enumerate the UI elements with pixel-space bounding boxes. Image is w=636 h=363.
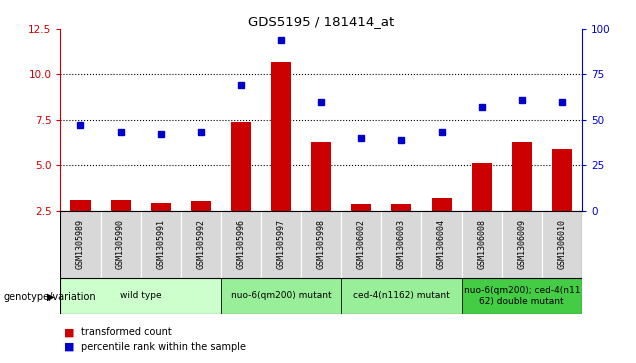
Bar [462,278,582,314]
Text: GSM1305991: GSM1305991 [156,219,165,269]
Text: GSM1306003: GSM1306003 [397,219,406,269]
Text: ■: ■ [64,327,74,337]
Bar [301,211,342,278]
Bar [391,204,411,211]
Text: ■: ■ [64,342,74,352]
Bar [342,211,382,278]
Bar [231,122,251,211]
Text: GSM1305997: GSM1305997 [277,219,286,269]
Text: GSM1306009: GSM1306009 [517,219,526,269]
Bar [271,62,291,211]
Bar [191,201,211,211]
Bar [71,200,90,211]
Text: percentile rank within the sample: percentile rank within the sample [81,342,246,352]
Bar [261,211,301,278]
Text: GSM1305990: GSM1305990 [116,219,125,269]
Text: ▶: ▶ [46,291,54,302]
Bar [60,211,100,278]
Bar [141,211,181,278]
Text: GSM1306008: GSM1306008 [477,219,486,269]
Bar [151,203,170,211]
Text: nuo-6(qm200) mutant: nuo-6(qm200) mutant [231,291,331,300]
Bar [552,149,572,211]
Bar [221,278,342,314]
Bar [60,278,221,314]
Bar [100,211,141,278]
Bar [422,211,462,278]
Text: ced-4(n1162) mutant: ced-4(n1162) mutant [353,291,450,300]
Text: genotype/variation: genotype/variation [3,291,96,302]
Bar [342,278,462,314]
Text: GSM1305992: GSM1305992 [197,219,205,269]
Bar [502,211,542,278]
Bar [382,211,422,278]
Bar [512,142,532,211]
Text: GSM1305989: GSM1305989 [76,219,85,269]
Bar [351,204,371,211]
Text: GSM1306002: GSM1306002 [357,219,366,269]
Bar [111,200,130,211]
Text: transformed count: transformed count [81,327,172,337]
Bar [472,163,492,211]
Text: GSM1306004: GSM1306004 [437,219,446,269]
Bar [221,211,261,278]
Text: GSM1305998: GSM1305998 [317,219,326,269]
Title: GDS5195 / 181414_at: GDS5195 / 181414_at [248,15,394,28]
Text: nuo-6(qm200); ced-4(n11
62) double mutant: nuo-6(qm200); ced-4(n11 62) double mutan… [464,286,580,306]
Bar [431,198,452,211]
Bar [542,211,582,278]
Bar [181,211,221,278]
Text: GSM1305996: GSM1305996 [237,219,245,269]
Text: GSM1306010: GSM1306010 [557,219,567,269]
Bar [462,211,502,278]
Text: wild type: wild type [120,291,162,300]
Bar [311,142,331,211]
